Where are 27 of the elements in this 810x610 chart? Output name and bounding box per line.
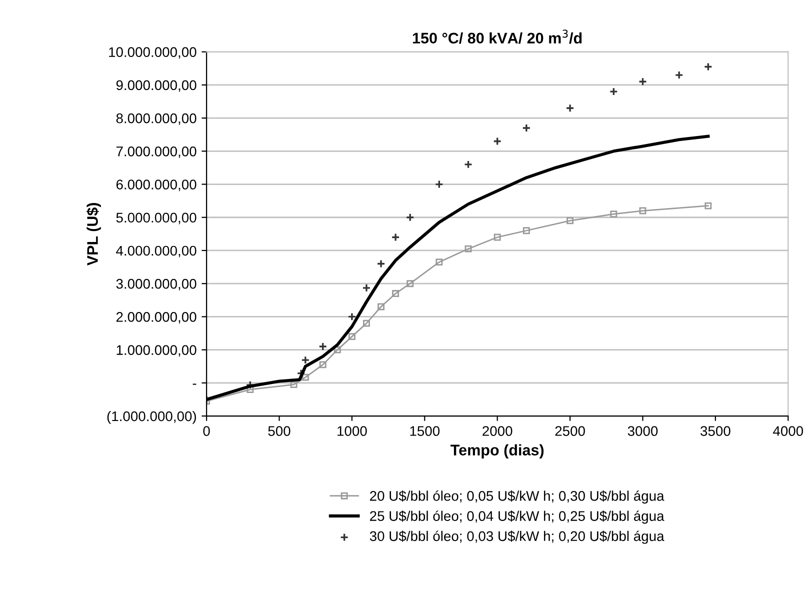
x-axis-title: Tempo (dias) (450, 444, 544, 458)
x-tick-label: 1000 (338, 426, 367, 436)
y-tick-label: 7.000.000,00 (116, 146, 196, 158)
y-tick-label: 9.000.000,00 (116, 80, 196, 92)
chart-title: 150 °C/ 80 kVA/ 20 m$^{3}$/d (412, 30, 582, 44)
y-axis-title: VPL (U$) (86, 202, 101, 266)
x-tick-label: 2500 (555, 426, 585, 436)
x-tick-label: 4000 (773, 426, 804, 436)
y-tick-label: 1.000.000,00 (116, 345, 196, 357)
y-tick-label: 3.000.000,00 (116, 278, 196, 290)
y-tick-label: 10.000.000,00 (109, 47, 196, 59)
x-tick-label: 0 (203, 426, 210, 436)
legend-label: 30 U$/bbl óleo; 0,03 U$/kW h; 0,20 U$/bbl água (370, 530, 664, 544)
legend-label: 25 U$/bbl óleo; 0,04 U$/kW h; 0,25 U$/bbl água (370, 510, 664, 524)
y-tick-label: 2.000.000,00 (116, 312, 196, 324)
x-tick-label: 1500 (410, 426, 440, 436)
y-tick-label: - (192, 384, 196, 385)
y-tick-label: 4.000.000,00 (116, 246, 196, 258)
legend-label: 20 U$/bbl óleo; 0,05 U$/kW h; 0,30 U$/bbl água (370, 490, 664, 504)
y-tick-label: 8.000.000,00 (116, 113, 196, 125)
y-tick-label: 6.000.000,00 (116, 180, 196, 192)
y-tick-label: (1.000.000,00) (107, 410, 196, 424)
x-tick-label: 500 (268, 426, 290, 436)
x-tick-label: 3000 (628, 426, 658, 436)
y-tick-label: 5.000.000,00 (116, 212, 196, 224)
x-tick-label: 3500 (700, 426, 730, 436)
x-tick-label: 2000 (482, 426, 512, 436)
